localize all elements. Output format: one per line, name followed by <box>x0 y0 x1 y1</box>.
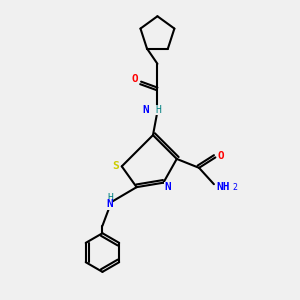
Text: O: O <box>132 74 139 84</box>
Text: N: N <box>143 105 149 115</box>
Text: O: O <box>218 151 224 161</box>
Text: N: N <box>164 182 171 192</box>
Text: S: S <box>112 161 119 171</box>
Text: N: N <box>106 200 113 209</box>
Text: NH: NH <box>217 182 230 192</box>
Text: H: H <box>107 193 113 202</box>
Text: 2: 2 <box>233 183 238 192</box>
Text: H: H <box>155 105 161 115</box>
